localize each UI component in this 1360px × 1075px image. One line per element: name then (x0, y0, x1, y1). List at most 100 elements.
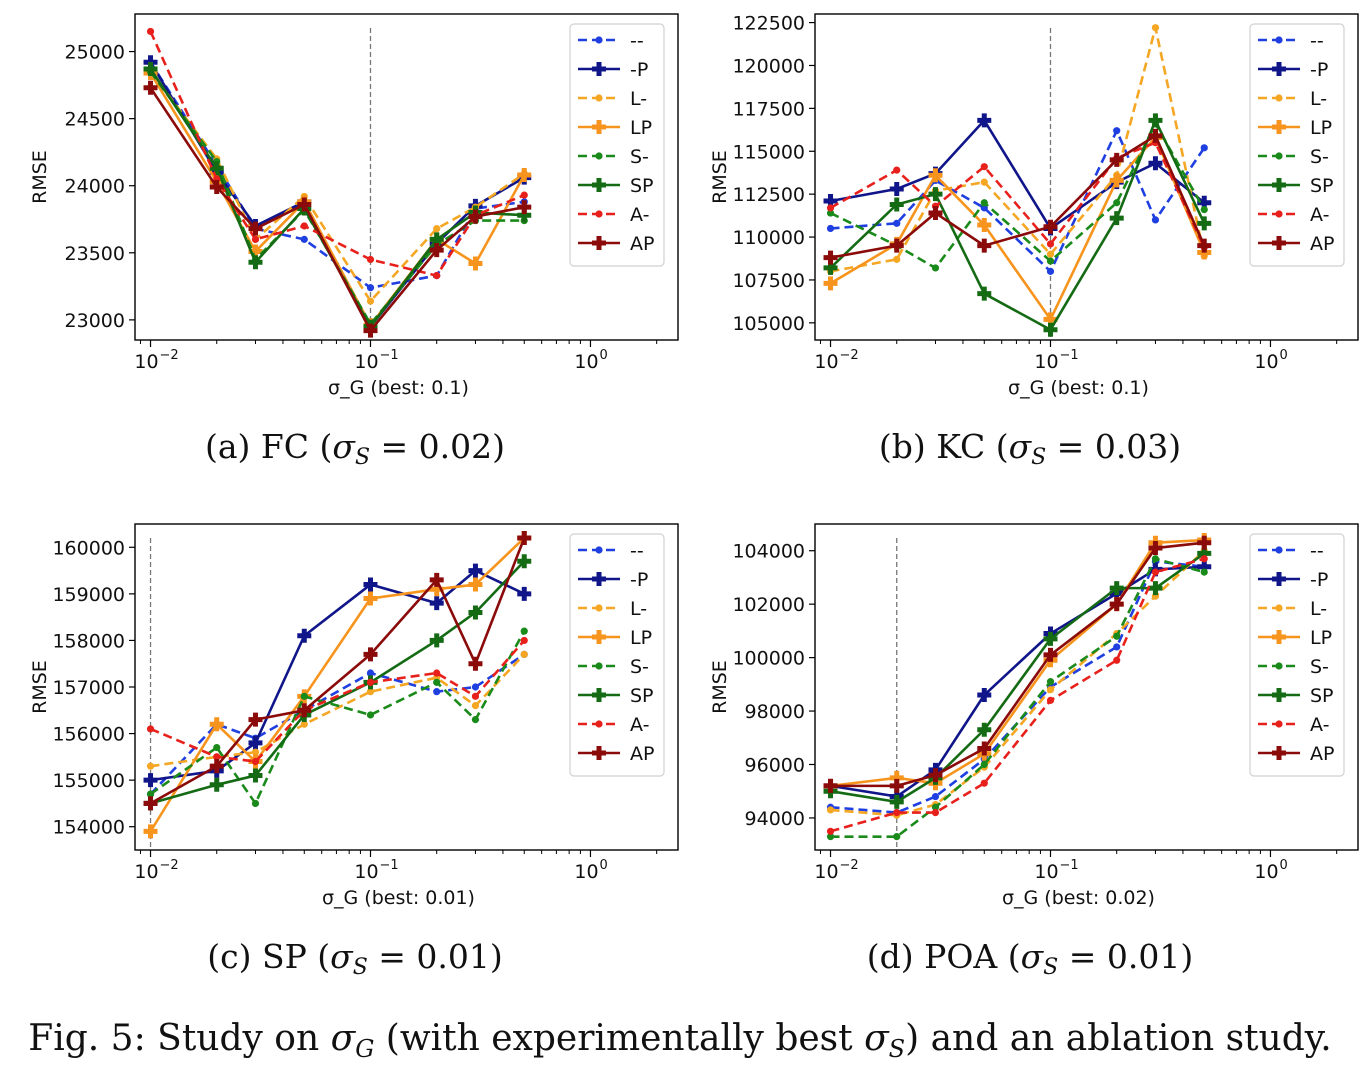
sp-legend-label-2: L- (630, 598, 647, 620)
subcaption-b-value: = 0.03) (1046, 427, 1182, 466)
kc-series-7 (823, 128, 1212, 265)
sp-series-7-point-5 (429, 572, 444, 587)
sp-series-0-point-4 (366, 669, 375, 677)
poa-series-7-point-6 (1148, 541, 1163, 556)
poa-legend-label-1: -P (1310, 569, 1328, 591)
sp-series-6-point-7 (520, 636, 528, 645)
sp-ytick-label-3: 157000 (52, 677, 125, 699)
sp-legend-marker-0 (595, 546, 603, 554)
kc-legend-marker-7 (1272, 236, 1286, 250)
sp-series-3-point-6 (468, 577, 483, 592)
sp-y-axis-label: RMSE (29, 660, 51, 714)
sp-legend-box (569, 533, 665, 777)
kc-series-0-point-1 (893, 219, 901, 227)
poa-series-7-point-4 (1043, 647, 1058, 662)
sp-series-7-point-6 (468, 656, 483, 671)
poa-series-6-point-4 (1046, 696, 1055, 704)
fc-ytick-label-2: 24000 (65, 176, 125, 198)
kc-ytick-label-2: 110000 (732, 227, 805, 249)
kc-xtick-label-1: 10 (1034, 351, 1058, 373)
fc-xtick-label-1: 10 (354, 351, 378, 373)
fc-legend-box (569, 23, 665, 267)
poa-series-6 (826, 555, 1208, 835)
figure-caption-text-c: ) and an ablation study. (905, 1018, 1332, 1059)
poa-ytick-label-1: 96000 (745, 754, 805, 776)
sp-legend-marker-1 (592, 572, 606, 586)
poa-series-6-point-0 (826, 827, 835, 835)
kc-ytick-label-4: 115000 (732, 141, 805, 163)
kc-series-0 (826, 127, 1208, 275)
poa-series-7-point-0 (823, 778, 838, 793)
fc-series-0-point-3 (300, 235, 308, 243)
kc-legend-label-6: A- (1310, 204, 1329, 226)
fc-legend-marker-4 (595, 152, 603, 160)
kc-series-2-point-4 (1046, 250, 1055, 258)
subcaption-c-label: (c) SP ( (207, 937, 331, 976)
poa-legend-marker-7 (1272, 746, 1286, 760)
fc-series-7-point-1 (209, 180, 224, 195)
sp-series-4-point-6 (471, 716, 480, 724)
kc-ytick-label-0: 105000 (732, 313, 805, 335)
kc-series-2-line (830, 26, 1206, 273)
poa-series-6-line (830, 557, 1205, 833)
fc-series-2-point-5 (433, 225, 441, 233)
sp-series-7-line (149, 537, 526, 805)
kc-series-7-point-3 (977, 238, 992, 253)
poa-series-5-point-3 (977, 722, 992, 737)
fc-ytick-label-3: 24500 (65, 109, 125, 131)
sp-legend-marker-5 (592, 688, 606, 702)
fc-legend-marker-1 (592, 62, 606, 76)
kc-series-2-point-3 (980, 178, 988, 186)
poa-y-axis-label: RMSE (709, 660, 731, 714)
subcaption-d-subscript: S (1043, 955, 1059, 980)
poa-series-4-point-7 (1200, 568, 1208, 576)
fc-series-0-point-4 (366, 284, 375, 292)
fc-legend-marker-5 (592, 178, 606, 192)
fc-ytick-label-0: 23000 (65, 310, 125, 332)
kc-x-axis-label: σ_G (best: 0.1) (1008, 377, 1149, 399)
kc-series-0-point-4 (1046, 267, 1055, 275)
figure-caption: Fig. 5: Study on σG (with experimentally… (0, 1018, 1360, 1063)
kc-series-7-point-4 (1043, 219, 1058, 234)
kc-series-7-point-1 (889, 238, 904, 253)
kc-series-0-point-7 (1200, 144, 1208, 152)
sp-series-5-point-5 (429, 633, 444, 648)
poa-series-1-point-3 (977, 688, 992, 703)
sp-series-7-point-3 (297, 703, 312, 718)
kc-series-5-point-5 (1109, 211, 1124, 226)
kc-ytick-label-5: 117500 (732, 98, 805, 120)
subcaption-d-label: (d) POA ( (866, 937, 1021, 976)
kc-xtick-label-0: 10 (814, 351, 838, 373)
kc-series-6-line (829, 141, 1206, 248)
subcaption-a-value: = 0.02) (370, 427, 506, 466)
poa-series-7-point-1 (889, 778, 904, 793)
fc-legend-label-6: A- (630, 204, 649, 226)
sp-series-4-point-7 (520, 627, 528, 635)
sp-series-4-point-2 (251, 799, 260, 808)
kc-series-5-point-1 (889, 197, 904, 212)
poa-series-4-point-3 (980, 760, 988, 769)
subcaption-b-label: (b) KC ( (878, 427, 1009, 466)
sp-series-5-point-7 (517, 554, 532, 569)
kc-series-4-point-3 (980, 199, 988, 207)
subcaption-d-value: = 0.01) (1058, 937, 1194, 976)
sp-series-6-point-4 (366, 678, 375, 686)
sp-legend-label-6: A- (630, 714, 649, 736)
figure-caption-text-b: (with experimentally best (374, 1018, 865, 1059)
fc-legend-marker-2 (595, 94, 603, 102)
fc-xtick-label-0: 10 (134, 351, 158, 373)
fc-series-3-point-7 (517, 167, 532, 182)
subcaption-a-subscript: S (354, 445, 371, 470)
sp-series-4-point-4 (366, 711, 375, 719)
sp-legend-marker-6 (595, 720, 603, 728)
sp-series-1-point-6 (468, 563, 483, 578)
kc-legend-label-0: -- (1310, 30, 1324, 52)
kc-ytick-label-1: 107500 (732, 270, 805, 292)
sp-xtick-exponent-2: 0 (599, 858, 607, 873)
figure-caption-symbol-g: σ (330, 1018, 356, 1059)
poa-series-7-point-2 (928, 768, 943, 783)
sp-series-4-point-5 (433, 678, 441, 686)
sp-series-7-point-0 (143, 796, 158, 811)
kc-series-4-point-7 (1200, 206, 1208, 214)
